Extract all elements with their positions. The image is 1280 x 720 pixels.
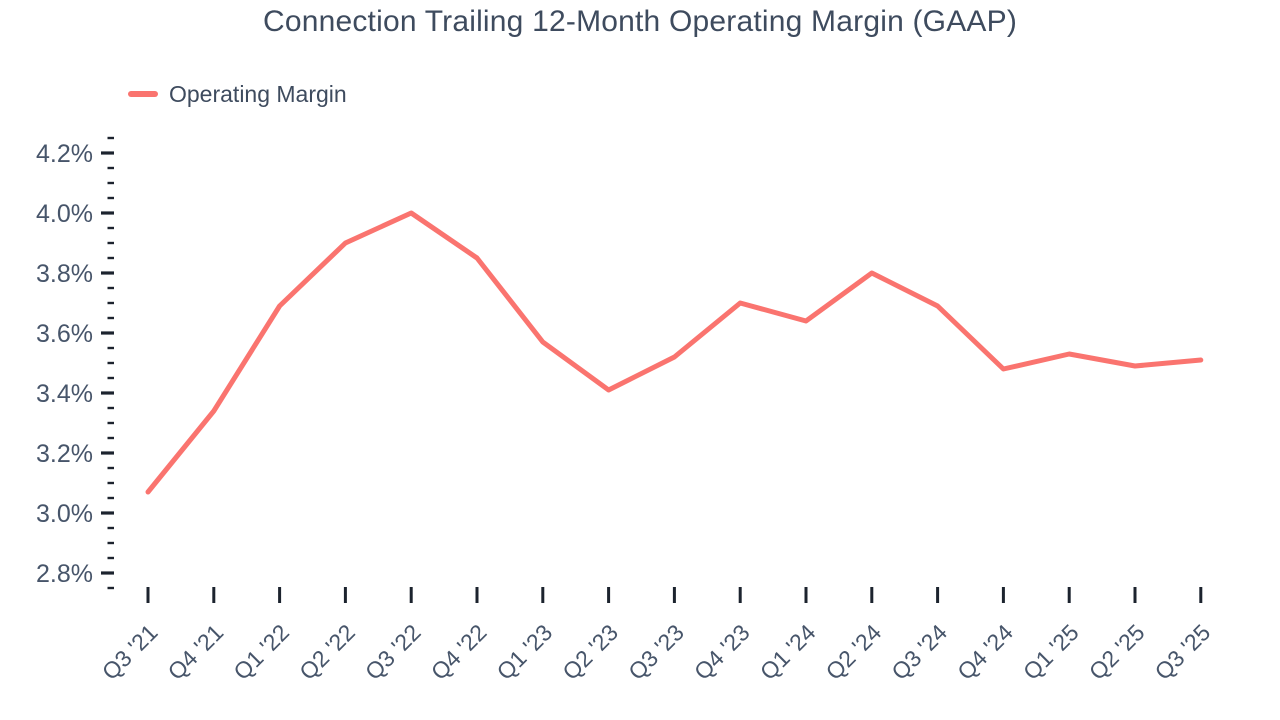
x-tick-label: Q2 '22 xyxy=(294,619,360,685)
y-tick-label: 2.8% xyxy=(36,560,93,588)
x-tick-label: Q4 '22 xyxy=(426,619,492,685)
legend-label: Operating Margin xyxy=(169,81,347,107)
x-tick-label: Q1 '23 xyxy=(492,619,558,685)
x-tick-label: Q3 '25 xyxy=(1150,619,1216,685)
y-tick-label: 3.4% xyxy=(36,380,93,408)
y-tick-label: 4.0% xyxy=(36,200,93,228)
x-tick-label: Q4 '21 xyxy=(163,619,229,685)
x-tick-label: Q1 '22 xyxy=(228,619,294,685)
x-tick-label: Q3 '21 xyxy=(97,619,163,685)
x-tick-label: Q4 '23 xyxy=(689,619,755,685)
x-tick-label: Q2 '25 xyxy=(1084,619,1150,685)
legend-line-swatch xyxy=(128,91,158,97)
chart-title: Connection Trailing 12-Month Operating M… xyxy=(262,5,1018,38)
series-line-operating-margin xyxy=(145,210,1204,495)
x-tick-label: Q3 '23 xyxy=(623,619,689,685)
x-tick-label: Q1 '24 xyxy=(755,619,821,685)
y-tick-label: 3.2% xyxy=(36,440,93,468)
y-tick-label: 3.6% xyxy=(36,320,93,348)
x-tick-label: Q4 '24 xyxy=(952,619,1018,685)
y-tick-label: 4.2% xyxy=(36,140,93,168)
x-tick-label: Q1 '25 xyxy=(1018,619,1084,685)
x-tick-label: Q2 '23 xyxy=(557,619,623,685)
x-tick-label: Q3 '24 xyxy=(886,619,952,685)
y-tick-label: 3.0% xyxy=(36,500,93,528)
x-tick-label: Q3 '22 xyxy=(360,619,426,685)
legend: Operating Margin xyxy=(128,81,347,107)
y-tick-label: 3.8% xyxy=(36,260,93,288)
x-tick-label: Q2 '24 xyxy=(821,619,887,685)
